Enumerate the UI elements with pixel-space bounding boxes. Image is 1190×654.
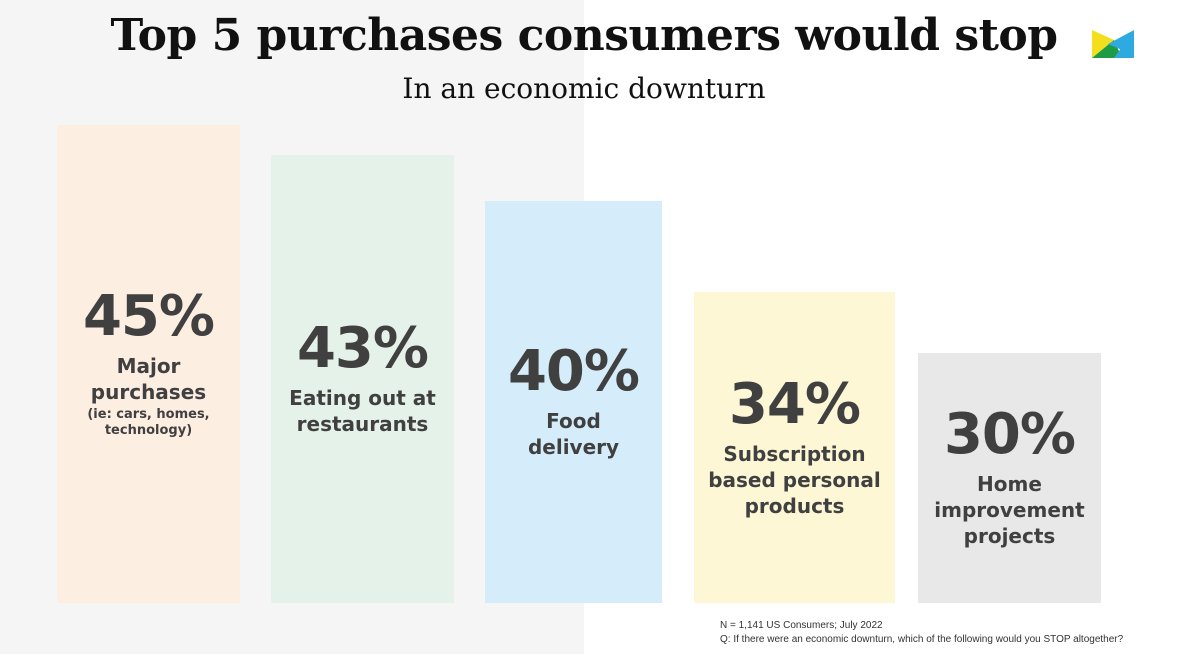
bar-value-label: 30% bbox=[943, 402, 1076, 467]
chart-subtitle: In an economic downturn bbox=[402, 72, 766, 105]
bar-value-label: 34% bbox=[728, 371, 861, 437]
brand-logo-icon bbox=[1092, 30, 1136, 65]
bar-value-label: 45% bbox=[82, 284, 215, 349]
bar-value-label: 43% bbox=[296, 316, 429, 382]
bar-category-label: Subscription based personal products bbox=[708, 441, 881, 518]
bar: 43% Eating out at restaurants bbox=[271, 155, 454, 603]
bar-category-label: Eating out at restaurants bbox=[289, 386, 436, 437]
bar: 40% Food delivery bbox=[485, 201, 662, 603]
bar-category-label: Major purchases bbox=[90, 354, 207, 404]
footnote-question: Q: If there were an economic downturn, w… bbox=[720, 634, 1124, 645]
chart-title: Top 5 purchases consumers would stop bbox=[110, 10, 1058, 61]
footnote: N = 1,141 US Consumers; July 2022 Q: If … bbox=[720, 619, 1123, 647]
bar: 30% Home improvement projects bbox=[918, 353, 1101, 603]
bar-value-label: 40% bbox=[507, 339, 640, 404]
logo-yellow-shape bbox=[1092, 30, 1114, 58]
bar-category-sublabel: (ie: cars, homes, technology) bbox=[87, 407, 210, 438]
logo-blue-top-shape bbox=[1108, 30, 1134, 50]
footnote-sample: N = 1,141 US Consumers; July 2022 bbox=[720, 620, 883, 631]
bar: 34% Subscription based personal products bbox=[694, 292, 895, 603]
bar: 45% Major purchases (ie: cars, homes, tech… bbox=[57, 125, 240, 603]
bar-category-label: Home improvement projects bbox=[934, 472, 1085, 548]
bar-category-label: Food delivery bbox=[527, 409, 620, 459]
